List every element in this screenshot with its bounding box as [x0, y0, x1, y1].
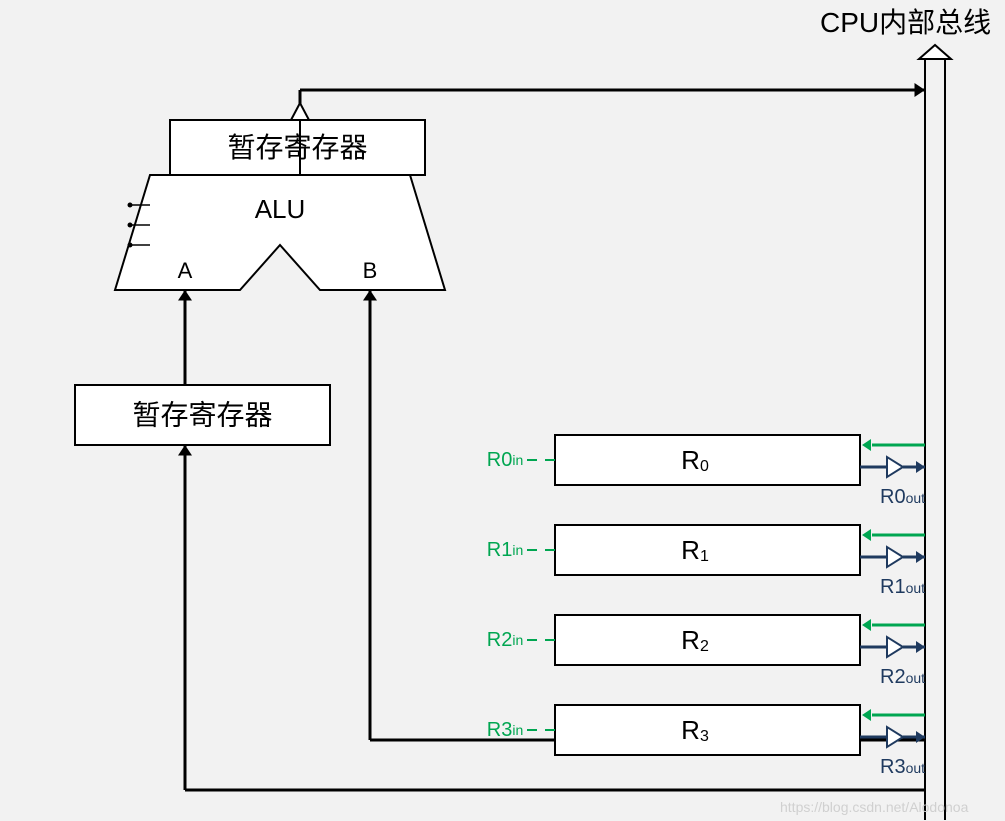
signal-R1-in: R1in: [487, 539, 523, 561]
alu-shape: [115, 175, 445, 290]
signal-R2-out: R2out: [880, 666, 925, 688]
temp-register-top-label: 暂存寄存器: [227, 132, 367, 163]
signal-R2-in: R2in: [487, 629, 523, 651]
alu-port-b: B: [363, 258, 378, 283]
signal-R3-out: R3out: [880, 756, 925, 778]
alu-label: ALU: [255, 194, 306, 224]
buffer-R0-out: [887, 457, 903, 477]
watermark: https://blog.csdn.net/Alodonoa: [780, 799, 969, 815]
alu-port-a: A: [178, 258, 193, 283]
signal-R0-out: R0out: [880, 486, 925, 508]
signal-R0-in: R0in: [487, 449, 523, 471]
temp-register-left-label: 暂存寄存器: [132, 400, 272, 431]
buffer-R2-out: [887, 637, 903, 657]
buffer-R1-out: [887, 547, 903, 567]
buffer-R3-out: [887, 727, 903, 747]
bus-arrowhead: [919, 45, 951, 59]
diagram-root: CPU内部总线ALUAB暂存寄存器暂存寄存器R0R0inR0outR1R1inR…: [0, 0, 1005, 821]
signal-R3-in: R3in: [487, 719, 523, 741]
signal-R1-out: R1out: [880, 576, 925, 598]
bus-title: CPU内部总线: [820, 7, 991, 38]
